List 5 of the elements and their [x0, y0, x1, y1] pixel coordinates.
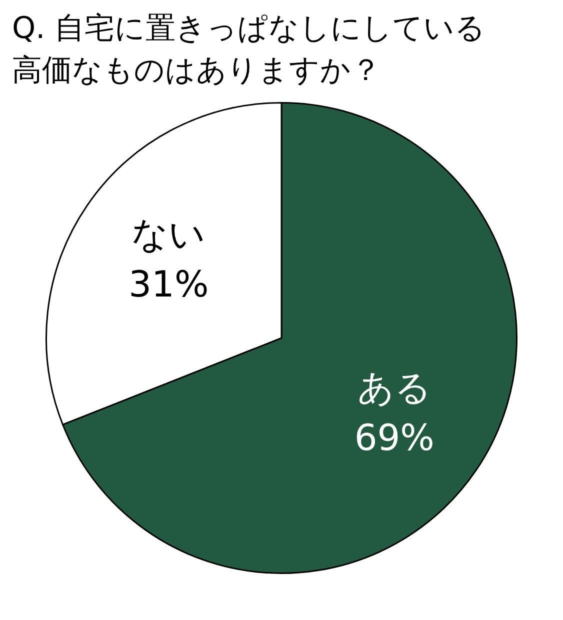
chart-title: Q. 自宅に置きっぱなしにしている高価なものはありますか？ [11, 10, 487, 90]
data-label: 69% [354, 418, 434, 460]
data-label: 31% [128, 264, 209, 306]
slice-label: ある [357, 368, 432, 410]
slice-label: ない [132, 214, 206, 256]
